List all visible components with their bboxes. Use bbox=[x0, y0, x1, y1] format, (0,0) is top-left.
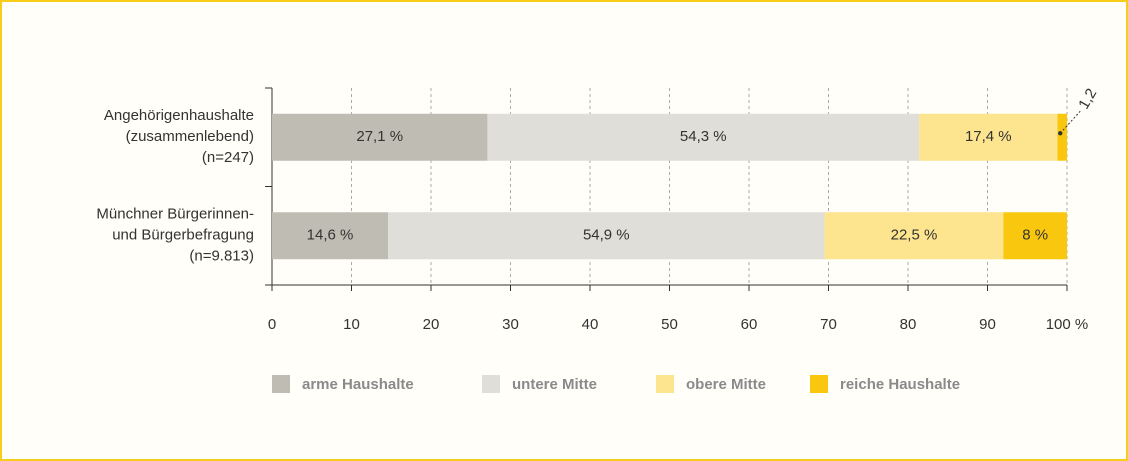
legend-label: obere Mitte bbox=[686, 376, 766, 393]
x-tick-label: 90 bbox=[979, 316, 996, 333]
category-label: (zusammenlebend) bbox=[126, 128, 254, 145]
value-label: 54,9 % bbox=[583, 227, 630, 244]
category-label: Münchner Bürgerinnen- bbox=[96, 206, 254, 223]
x-tick-label: 100 % bbox=[1046, 316, 1089, 333]
legend-swatch bbox=[810, 375, 828, 393]
x-tick-label: 60 bbox=[741, 316, 758, 333]
bar-segment bbox=[1057, 113, 1067, 161]
legend-label: untere Mitte bbox=[512, 376, 597, 393]
category-label: Angehörigenhaushalte bbox=[104, 107, 254, 124]
bar-segment bbox=[824, 212, 1004, 260]
value-label: 54,3 % bbox=[680, 128, 727, 145]
value-label: 22,5 % bbox=[891, 227, 938, 244]
x-tick-label: 50 bbox=[661, 316, 678, 333]
bar-segment bbox=[388, 212, 825, 260]
legend-swatch bbox=[656, 375, 674, 393]
category-label: (n=9.813) bbox=[189, 248, 254, 265]
legend-label: reiche Haushalte bbox=[840, 376, 960, 393]
bar-segment bbox=[1003, 212, 1067, 260]
x-tick-label: 10 bbox=[343, 316, 360, 333]
bar-segment bbox=[272, 113, 488, 161]
legend-swatch bbox=[272, 375, 290, 393]
category-label: (n=247) bbox=[202, 149, 254, 166]
x-tick-label: 20 bbox=[423, 316, 440, 333]
category-label: und Bürgerbefragung bbox=[112, 227, 254, 244]
bar-segment bbox=[919, 113, 1058, 161]
bar-segment bbox=[487, 113, 920, 161]
legend-label: arme Haushalte bbox=[302, 376, 414, 393]
x-tick-label: 40 bbox=[582, 316, 599, 333]
x-tick-label: 80 bbox=[900, 316, 917, 333]
x-tick-label: 70 bbox=[820, 316, 837, 333]
x-tick-label: 30 bbox=[502, 316, 519, 333]
value-label: 8 % bbox=[1022, 227, 1048, 244]
leader-line bbox=[1059, 110, 1081, 134]
value-label: 14,6 % bbox=[307, 227, 354, 244]
legend-swatch bbox=[482, 375, 500, 393]
value-label: 17,4 % bbox=[965, 128, 1012, 145]
value-label: 27,1 % bbox=[356, 128, 403, 145]
bar-segment bbox=[272, 212, 389, 260]
x-tick-label: 0 bbox=[268, 316, 276, 333]
